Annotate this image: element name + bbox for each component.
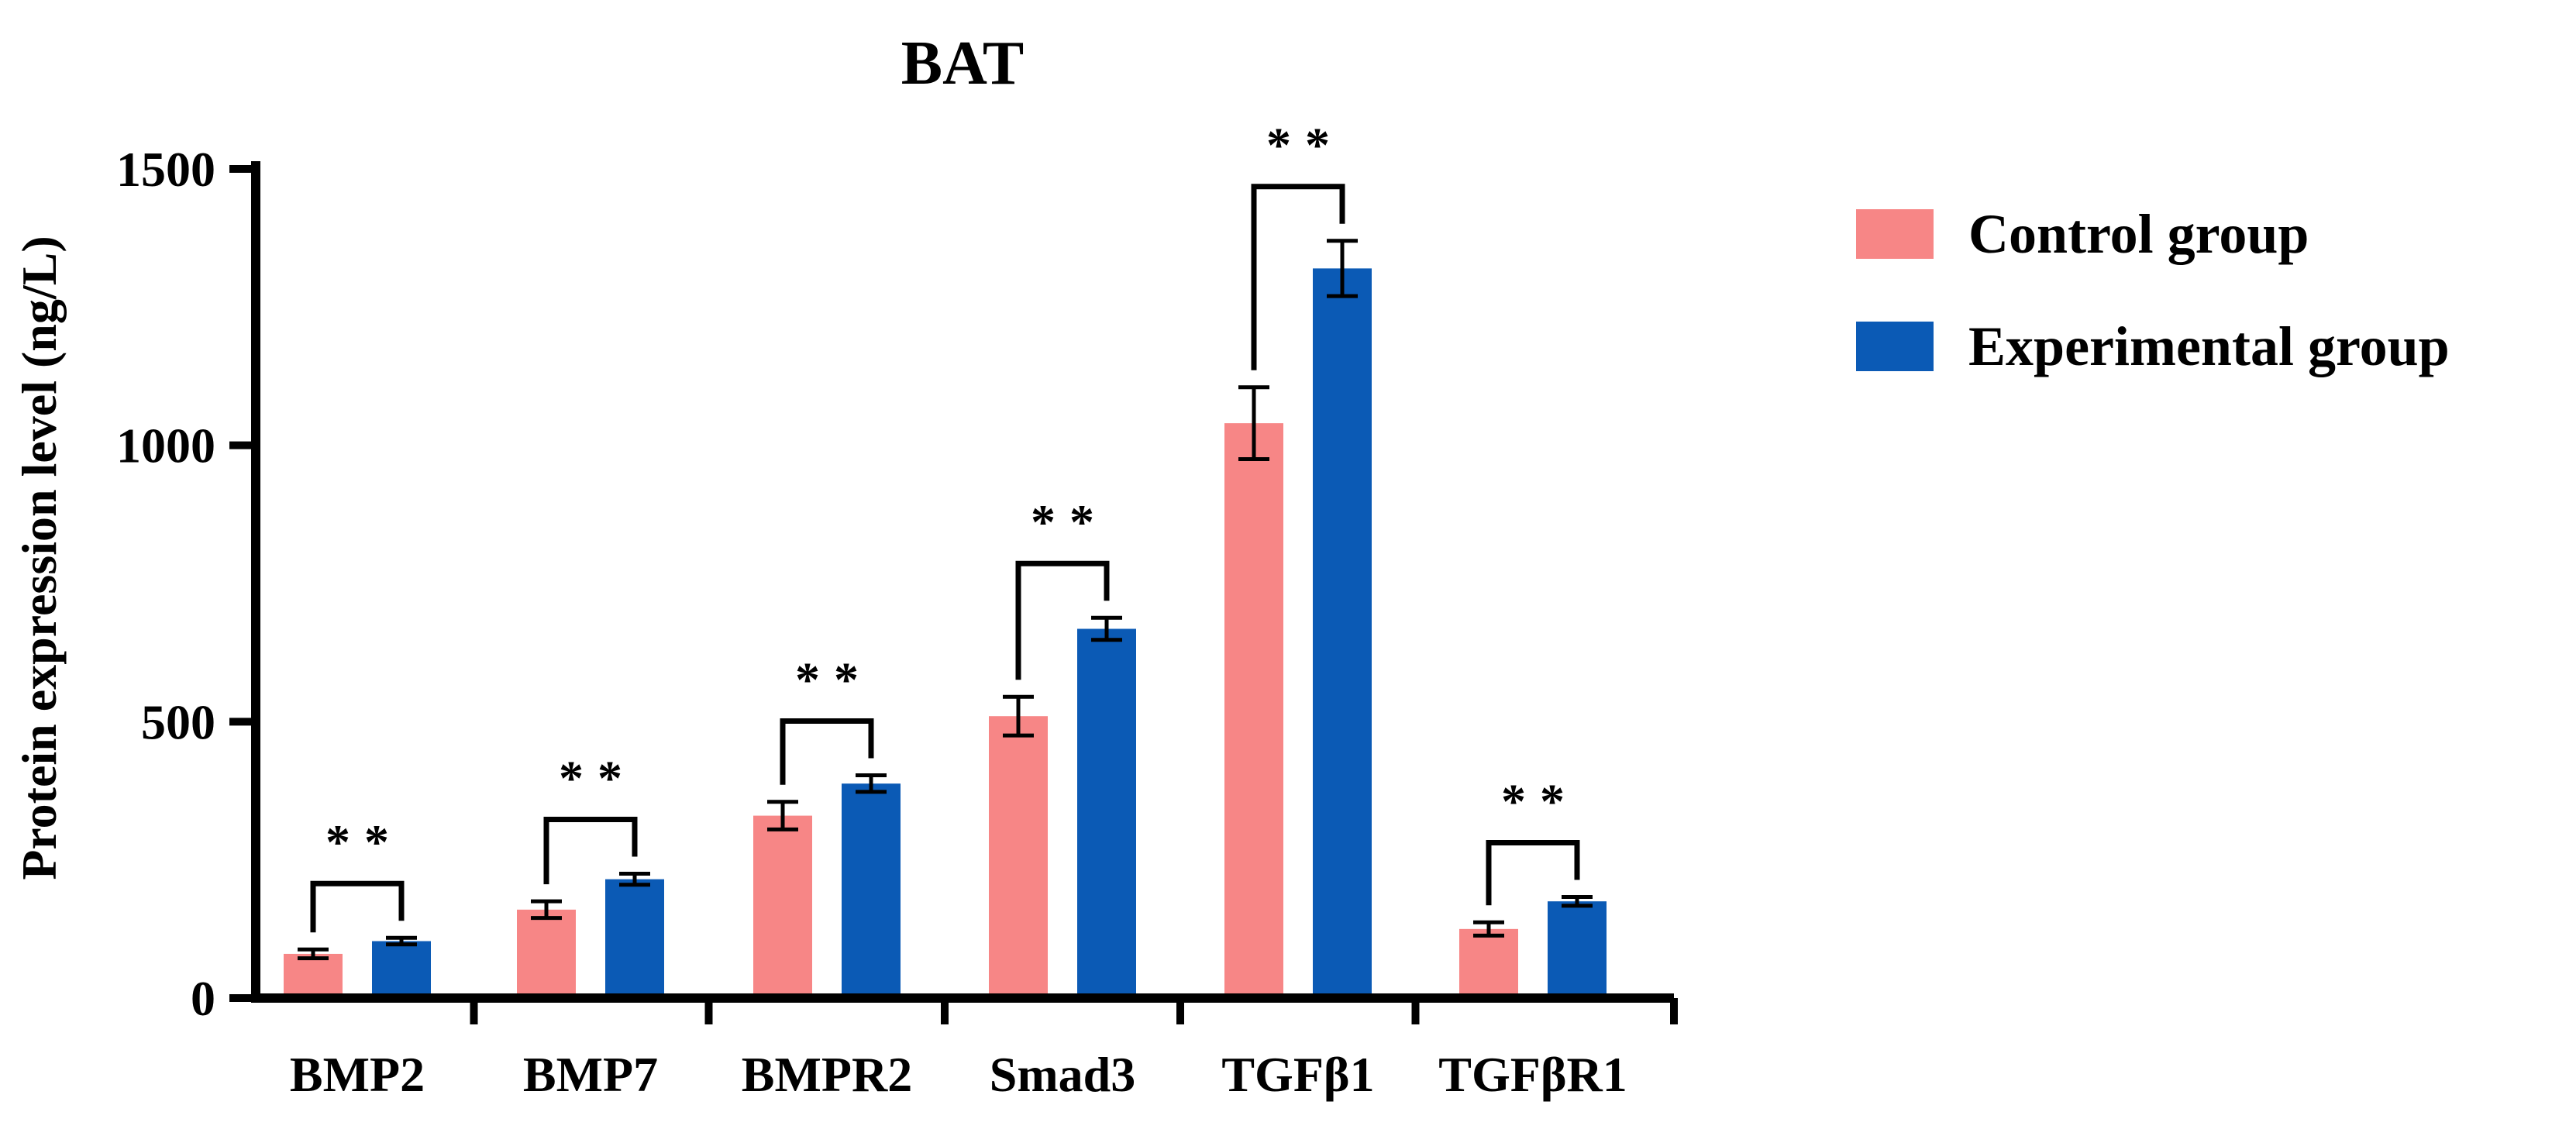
chart-title: BAT (901, 29, 1025, 98)
y-tick-label: 0 (191, 971, 215, 1026)
significance-bracket (780, 718, 874, 785)
error-bars-layer (298, 239, 1593, 961)
legend-swatch-control (1856, 209, 1934, 259)
x-tick-label: BMPR2 (742, 1047, 912, 1102)
bar-experimental-tgfβr1 (1548, 901, 1607, 998)
bars-layer (284, 268, 1607, 998)
x-tick-label: BMP2 (290, 1047, 425, 1102)
x-tick-label: TGFβR1 (1438, 1047, 1627, 1102)
significance-label: ** (325, 814, 403, 869)
significance-bracket (1251, 184, 1345, 370)
bar-control-bmp2 (284, 953, 343, 998)
significance-label: ** (1031, 494, 1108, 549)
significance-label: ** (1501, 773, 1579, 828)
significance-label: ** (795, 652, 873, 707)
significance-bracket (310, 880, 405, 933)
y-tick-label: 1500 (116, 142, 215, 197)
significance-bracket (543, 817, 638, 885)
bar-experimental-bmp7 (605, 879, 664, 998)
bar-control-tgfβ1 (1224, 423, 1283, 998)
significance-label: ** (559, 751, 636, 806)
axes-layer: BMP2 BMP7 BMPR2 Smad3 TGFβ1 TGFβR1 0 500 1000 150… (116, 142, 1678, 1102)
bar-control-bmpr2 (753, 815, 812, 998)
legend-swatch-experimental (1856, 322, 1934, 371)
significance-bracket (1015, 560, 1110, 680)
bar-control-smad3 (989, 716, 1048, 998)
bar-control-tgfβr1 (1459, 928, 1518, 998)
legend-label-experimental: Experimental group (1968, 315, 2450, 377)
y-tick-label: 1000 (116, 418, 215, 473)
x-tick-label: Smad3 (990, 1047, 1136, 1102)
bar-control-bmp7 (517, 909, 576, 998)
y-axis-label: Protein expression level (ng/L) (12, 236, 67, 880)
bar-experimental-bmpr2 (842, 783, 901, 998)
bar-experimental-bmp2 (372, 941, 431, 998)
bar-experimental-tgfβ1 (1313, 268, 1372, 998)
legend: Control group Experimental group (1856, 203, 2450, 377)
y-tick-label: 500 (141, 694, 215, 749)
bar-experimental-smad3 (1077, 628, 1136, 998)
significance-label: ** (1266, 118, 1344, 173)
significance-bracket (1486, 839, 1580, 906)
significance-layer: ** ** ** ** ** ** (310, 118, 1580, 933)
x-tick-label: TGFβ1 (1221, 1047, 1374, 1102)
x-tick-label: BMP7 (523, 1047, 658, 1102)
legend-label-control: Control group (1968, 203, 2309, 265)
